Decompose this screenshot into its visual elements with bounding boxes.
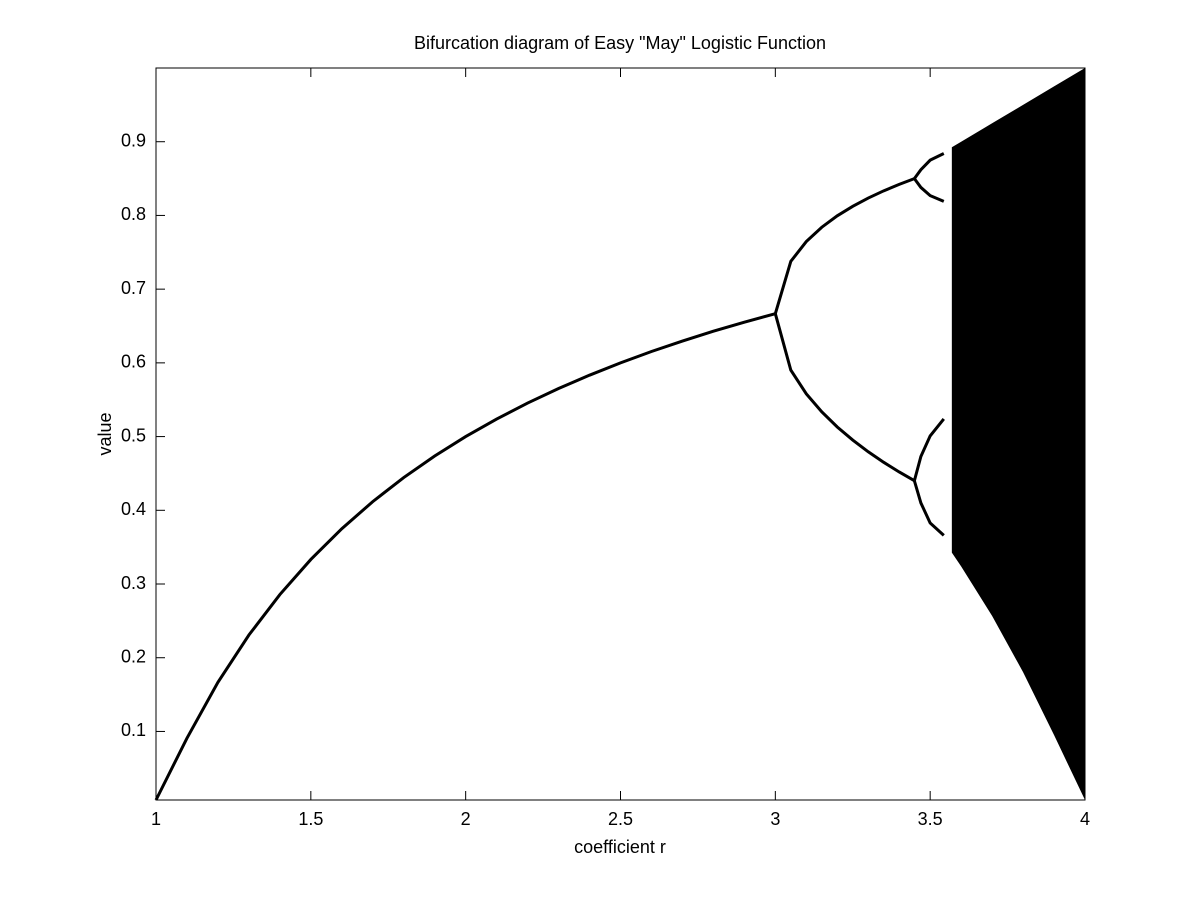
y-tick-label: 0.1 [121,720,146,740]
x-tick-label: 4 [1080,809,1090,829]
chart-title: Bifurcation diagram of Easy "May" Logist… [414,33,826,53]
x-tick-label: 3.5 [918,809,943,829]
chaotic-band [951,68,1085,800]
branch-line [913,177,945,203]
x-tick-label: 2 [461,809,471,829]
y-tick-label: 0.4 [121,499,146,519]
x-tick-label: 1.5 [298,809,323,829]
y-tick-label: 0.8 [121,204,146,224]
y-tick-label: 0.5 [121,425,146,445]
y-tick-label: 0.6 [121,352,146,372]
x-tick-label: 1 [151,809,161,829]
x-axis-label: coefficient r [574,837,666,857]
y-axis-label: value [95,412,115,455]
y-tick-label: 0.7 [121,278,146,298]
branch-line [773,177,915,315]
y-tick-label: 0.2 [121,646,146,666]
branch-line [154,312,776,801]
x-tick-label: 3 [770,809,780,829]
branch-line [912,417,945,482]
branch-line [912,480,945,537]
branch-line [773,313,916,483]
x-tick-label: 2.5 [608,809,633,829]
y-tick-label: 0.3 [121,573,146,593]
branch-line [913,152,945,180]
y-tick-label: 0.9 [121,130,146,150]
